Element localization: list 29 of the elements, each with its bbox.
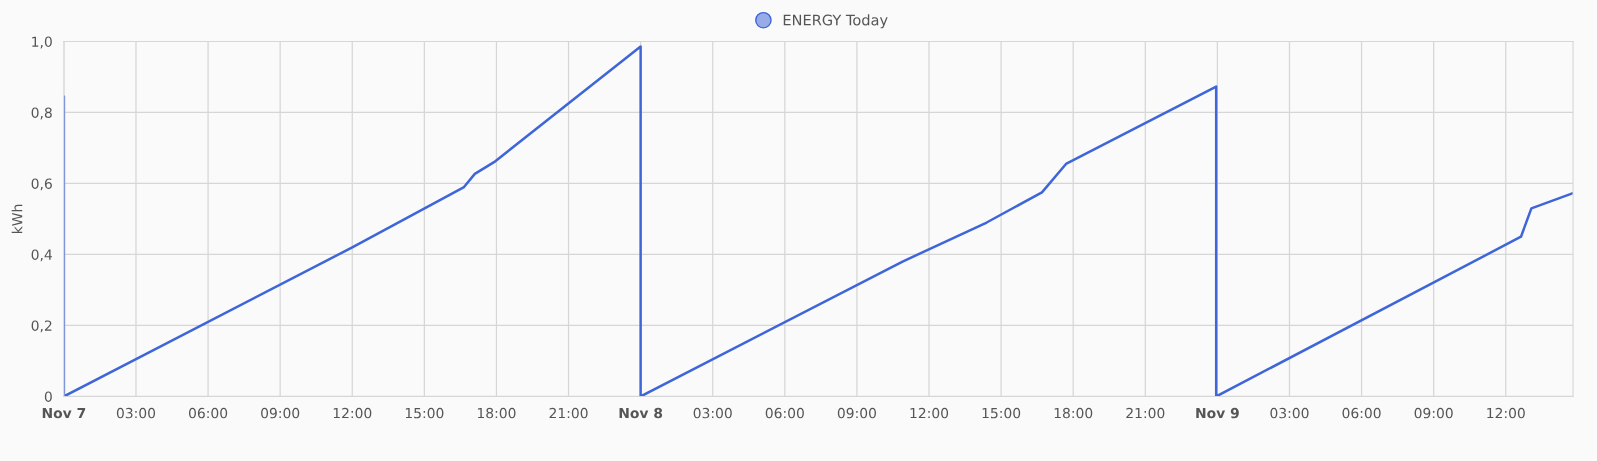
- y-tick-label: 0: [44, 391, 52, 402]
- x-tick-label: 21:00: [1126, 407, 1165, 419]
- x-tick-label: 18:00: [1054, 407, 1093, 419]
- x-tick-label: Nov 9: [1196, 407, 1239, 419]
- x-tick-label: 12:00: [1487, 407, 1525, 419]
- y-tick-label: 0,4: [31, 249, 52, 262]
- y-tick-label: 1,0: [32, 36, 52, 49]
- x-tick-label: 06:00: [188, 407, 228, 419]
- legend-label: ENERGY Today: [783, 14, 888, 29]
- x-tick-label: 21:00: [549, 407, 588, 419]
- x-tick-label: 15:00: [405, 407, 444, 419]
- x-tick-label: 03:00: [693, 407, 732, 419]
- y-tick-label: 0,2: [31, 320, 52, 333]
- y-tick-label: 0,8: [31, 107, 52, 120]
- x-tick-label: 06:00: [765, 407, 804, 419]
- x-tick-label: 18:00: [477, 407, 516, 419]
- x-tick-label: 12:00: [910, 407, 949, 419]
- x-tick-label: 09:00: [1414, 407, 1453, 419]
- y-axis-title: kWh: [11, 204, 23, 233]
- x-tick-label: 12:00: [333, 407, 372, 419]
- x-tick-label: 09:00: [261, 407, 300, 419]
- x-tick-label: 03:00: [1270, 407, 1309, 419]
- x-tick-label: 09:00: [837, 407, 876, 419]
- x-tick-label: Nov 8: [619, 407, 663, 419]
- x-tick-label: 15:00: [982, 407, 1021, 419]
- y-tick-label: 0,6: [31, 178, 52, 191]
- x-tick-label: 06:00: [1342, 407, 1381, 419]
- x-tick-label: 03:00: [116, 407, 156, 419]
- x-tick-label: Nov 7: [42, 408, 86, 419]
